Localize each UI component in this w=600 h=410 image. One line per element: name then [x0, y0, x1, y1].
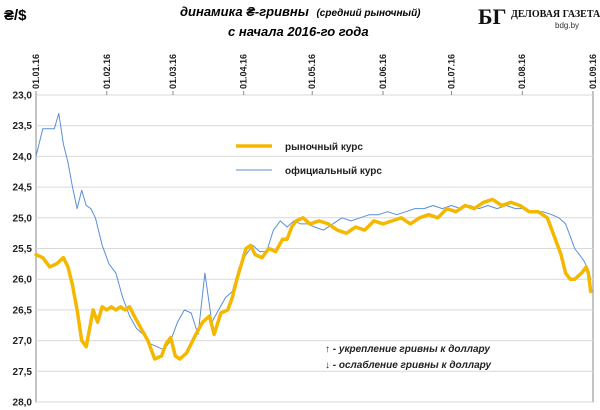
y-tick-label: 26,5: [13, 305, 33, 316]
y-tick-label: 23,5: [13, 121, 33, 132]
x-tick-label: 01.05.16: [307, 54, 317, 89]
x-tick-label: 01.01.16: [31, 54, 41, 89]
x-tick-label: 01.03.16: [168, 54, 178, 89]
logo-name: ДЕЛОВАЯ ГАЗЕТА: [511, 9, 600, 20]
x-tick-label: 01.09.16: [588, 54, 598, 89]
x-tick-label: 01.06.16: [378, 54, 388, 89]
y-axis-ticks: 23,0 23,5 24,0 24,5 25,0 25,5 26,0 26,5 27,0 27,5…: [13, 91, 33, 409]
y-tick-label: 27,0: [13, 336, 33, 347]
legend-label-official: официальный курс: [285, 165, 382, 177]
logo-url: bdg.by: [555, 21, 579, 30]
y-tick-label: 24,5: [13, 183, 33, 194]
note-weakening: ↓ - ослабление гривны к доллару: [325, 359, 491, 371]
chart-title: динамика ₴-гривны (средний рыночный): [180, 4, 421, 19]
chart-title-main: динамика ₴-гривны: [180, 4, 309, 19]
y-tick-label: 23,0: [13, 91, 33, 102]
series-line-market: [34, 197, 593, 361]
x-tick-label: 01.04.16: [239, 54, 249, 89]
y-tick-label: 25,5: [13, 244, 33, 255]
x-axis-ticks: 01.01.16 01.02.16 01.03.16 01.04.16 01.05.16…: [31, 54, 598, 95]
x-tick-label: 01.02.16: [102, 54, 112, 89]
x-tick-label: 01.07.16: [446, 54, 456, 89]
chart-subtitle: с начала 2016-го года: [228, 24, 369, 39]
grid-lines: [36, 94, 593, 403]
x-tick-label: 01.08.16: [517, 54, 527, 89]
chart-title-paren: (средний рыночный): [316, 8, 421, 19]
unit-label: ₴/$: [4, 7, 27, 24]
publisher-logo: БГ ДЕЛОВАЯ ГАЗЕТА bdg.by: [478, 4, 600, 30]
note-strengthening: ↑ - укрепление гривны к доллару: [325, 344, 490, 355]
y-tick-label: 24,0: [13, 152, 33, 163]
y-tick-label: 25,0: [13, 213, 33, 224]
legend-label-market: рыночный курс: [285, 142, 363, 153]
logo-mark: БГ: [478, 4, 507, 29]
y-tick-label: 27,5: [13, 367, 33, 378]
y-tick-label: 28,0: [13, 398, 33, 409]
legend: рыночный курс официальный курс: [236, 142, 382, 177]
y-tick-label: 26,0: [13, 275, 33, 286]
series-lines: [34, 112, 593, 361]
